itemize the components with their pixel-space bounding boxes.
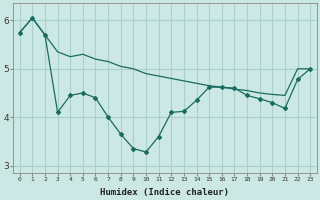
X-axis label: Humidex (Indice chaleur): Humidex (Indice chaleur) [100, 188, 229, 197]
